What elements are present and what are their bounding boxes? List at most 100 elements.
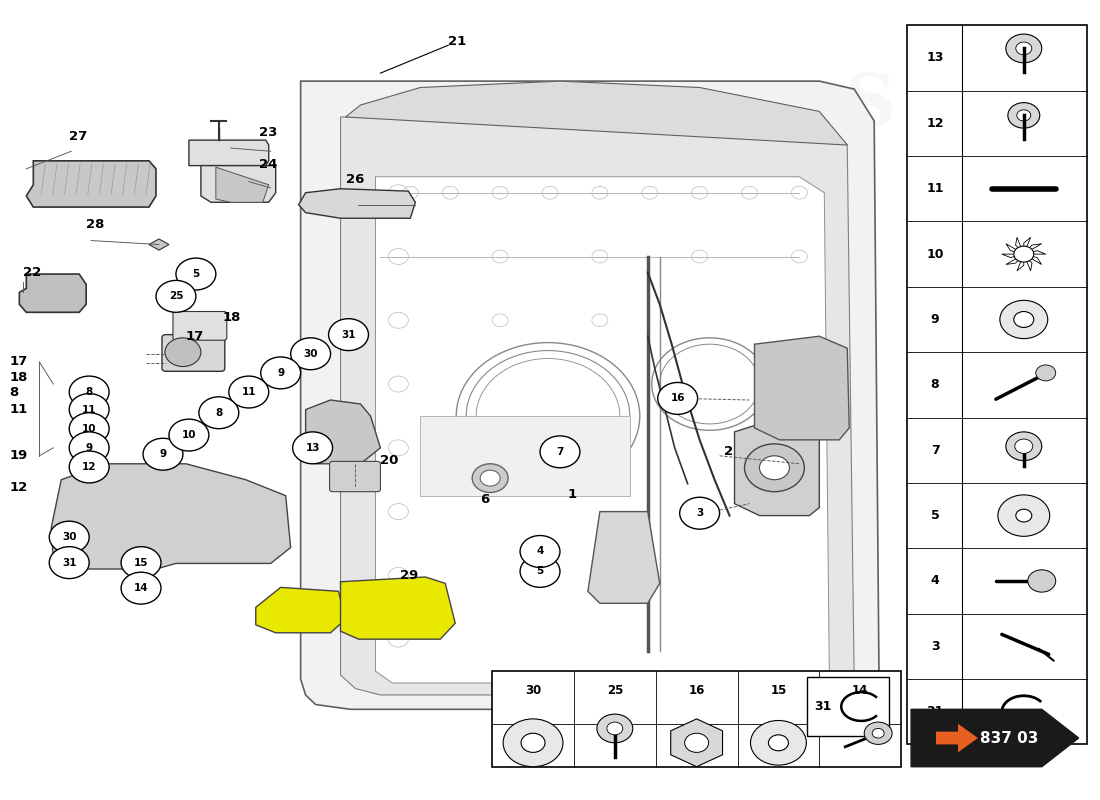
Text: 837 03: 837 03	[980, 730, 1038, 746]
Text: 11: 11	[10, 403, 28, 416]
Circle shape	[156, 281, 196, 312]
Bar	[908, 26, 1087, 744]
Circle shape	[998, 495, 1049, 536]
Circle shape	[1005, 432, 1042, 461]
Text: 12: 12	[10, 481, 28, 494]
Polygon shape	[306, 400, 381, 464]
Text: 11: 11	[242, 387, 256, 397]
FancyBboxPatch shape	[162, 334, 224, 371]
Polygon shape	[148, 239, 169, 250]
Circle shape	[1008, 102, 1040, 128]
Polygon shape	[420, 416, 630, 496]
Circle shape	[143, 438, 183, 470]
Circle shape	[1005, 34, 1042, 62]
Text: a passion for parts: a passion for parts	[362, 432, 679, 559]
Text: 31: 31	[62, 558, 77, 568]
Text: 28: 28	[86, 218, 104, 231]
Text: 30: 30	[525, 684, 541, 697]
Text: 5: 5	[537, 566, 543, 577]
Polygon shape	[755, 336, 849, 440]
Text: 5: 5	[192, 269, 199, 279]
Text: 24: 24	[258, 158, 277, 170]
Text: 31: 31	[926, 706, 944, 718]
Circle shape	[540, 436, 580, 468]
Text: 13: 13	[926, 51, 944, 65]
Circle shape	[1015, 439, 1033, 454]
Text: 3: 3	[696, 508, 703, 518]
Polygon shape	[345, 81, 847, 145]
Text: 7: 7	[557, 447, 563, 457]
Polygon shape	[341, 117, 855, 695]
Text: 1: 1	[568, 487, 578, 501]
Text: 9: 9	[86, 443, 92, 453]
Circle shape	[1015, 42, 1032, 55]
Polygon shape	[735, 424, 820, 515]
Circle shape	[229, 376, 268, 408]
Polygon shape	[20, 274, 86, 312]
Circle shape	[329, 318, 368, 350]
Polygon shape	[300, 81, 879, 710]
Polygon shape	[587, 512, 660, 603]
Circle shape	[750, 721, 806, 765]
Circle shape	[680, 498, 719, 529]
Circle shape	[165, 338, 201, 366]
Text: 9: 9	[931, 313, 939, 326]
Text: 11: 11	[81, 405, 97, 414]
Circle shape	[769, 735, 789, 750]
Text: 26: 26	[345, 174, 364, 186]
Text: 29: 29	[400, 569, 419, 582]
Polygon shape	[936, 724, 978, 752]
Text: 17: 17	[10, 355, 28, 368]
Text: 15: 15	[770, 684, 786, 697]
Text: 4: 4	[931, 574, 939, 587]
Circle shape	[658, 382, 697, 414]
Circle shape	[293, 432, 332, 464]
Text: 30: 30	[304, 349, 318, 358]
Circle shape	[597, 714, 632, 743]
Text: 22: 22	[23, 266, 42, 279]
Circle shape	[759, 456, 790, 480]
Polygon shape	[52, 464, 290, 569]
Circle shape	[481, 470, 500, 486]
Circle shape	[520, 555, 560, 587]
Circle shape	[1000, 300, 1047, 338]
Text: 15: 15	[134, 558, 148, 568]
Circle shape	[865, 722, 892, 744]
Circle shape	[69, 451, 109, 483]
Polygon shape	[298, 189, 416, 218]
Circle shape	[684, 734, 708, 752]
Circle shape	[1015, 510, 1032, 522]
Text: 5: 5	[931, 509, 939, 522]
Text: 12: 12	[81, 462, 97, 472]
Bar	[807, 677, 889, 737]
Circle shape	[69, 376, 109, 408]
Circle shape	[1036, 365, 1056, 381]
Text: 12: 12	[926, 117, 944, 130]
Text: 10: 10	[182, 430, 196, 440]
Circle shape	[1014, 311, 1034, 327]
Circle shape	[176, 258, 216, 290]
Polygon shape	[375, 177, 829, 683]
Circle shape	[199, 397, 239, 429]
Circle shape	[50, 546, 89, 578]
Circle shape	[121, 572, 161, 604]
Text: 25: 25	[606, 684, 623, 697]
Text: 8: 8	[10, 386, 19, 398]
Polygon shape	[341, 577, 455, 639]
Circle shape	[503, 719, 563, 766]
Circle shape	[607, 722, 623, 735]
Circle shape	[290, 338, 331, 370]
Text: 10: 10	[81, 424, 97, 434]
Circle shape	[872, 729, 884, 738]
Text: 14: 14	[852, 684, 868, 697]
Text: 19: 19	[10, 450, 28, 462]
Text: 9: 9	[160, 450, 166, 459]
Polygon shape	[911, 710, 1079, 766]
Text: 17: 17	[186, 330, 205, 342]
Text: 11: 11	[926, 182, 944, 195]
Circle shape	[1027, 570, 1056, 592]
Text: 31: 31	[815, 700, 832, 713]
Polygon shape	[255, 587, 345, 633]
Text: 16: 16	[670, 394, 685, 403]
FancyBboxPatch shape	[330, 462, 381, 492]
